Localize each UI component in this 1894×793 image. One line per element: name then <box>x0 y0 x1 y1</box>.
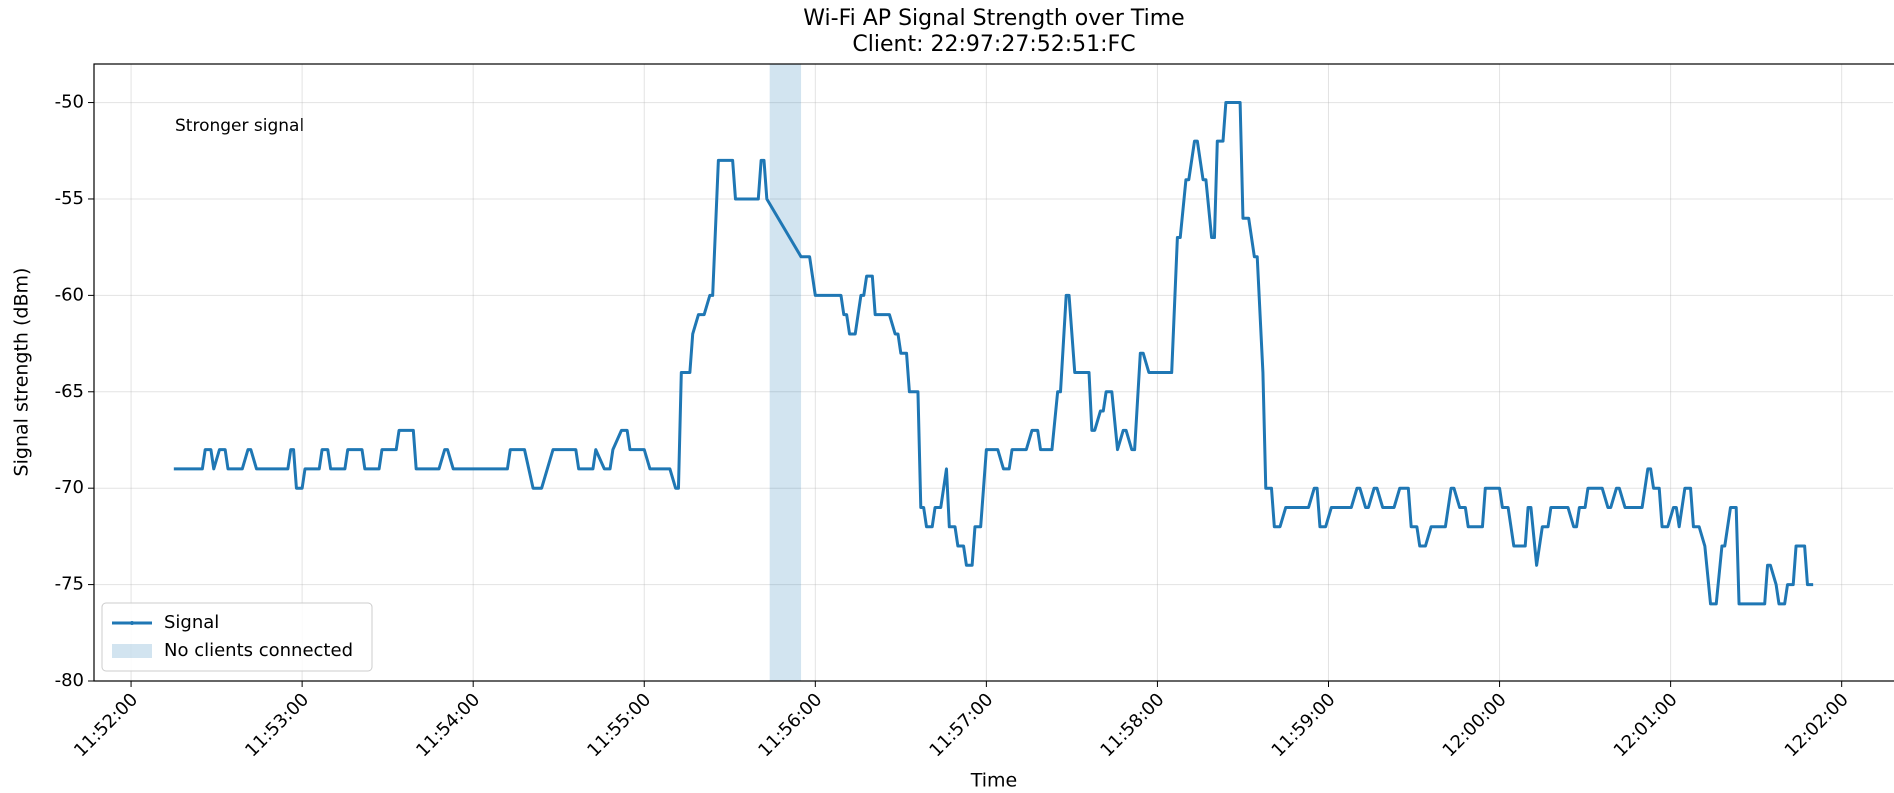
signal-line <box>173 101 1814 606</box>
y-tick-label: -80 <box>55 670 84 691</box>
x-tick-label: 11:54:00 <box>412 689 484 761</box>
legend: Signal No clients connected <box>101 602 373 672</box>
x-tick-label: 11:59:00 <box>1268 689 1340 761</box>
y-tick-label: -70 <box>55 477 84 498</box>
no-clients-span <box>769 64 802 681</box>
x-tick-label: 11:55:00 <box>583 689 655 761</box>
legend-label: Signal <box>164 612 219 633</box>
legend-swatch <box>112 644 152 658</box>
chart-title: Wi-Fi AP Signal Strength over Time <box>803 6 1184 31</box>
x-tick-label: 11:58:00 <box>1096 689 1168 761</box>
y-tick-label: -60 <box>55 284 84 305</box>
plot-frame <box>93 63 1894 682</box>
y-tick-label: -65 <box>55 381 84 402</box>
annotation: Stronger signal <box>175 116 304 136</box>
x-tick-label: 12:00:00 <box>1439 689 1511 761</box>
x-tick-label: 12:01:00 <box>1610 689 1682 761</box>
x-tick-label: 11:52:00 <box>70 689 142 761</box>
x-tick-label: 11:53:00 <box>241 689 313 761</box>
y-tick-label: -50 <box>55 92 84 113</box>
chart-subtitle: Client: 22:97:27:52:51:FC <box>852 32 1135 57</box>
x-tick-label: 11:56:00 <box>754 689 826 761</box>
legend-marker <box>130 621 134 625</box>
x-tick-label: 12:02:00 <box>1781 689 1853 761</box>
y-tick-label: -75 <box>55 574 84 595</box>
x-tick-label: 11:57:00 <box>925 689 997 761</box>
grid <box>94 64 1893 682</box>
y-tick-label: -55 <box>55 188 84 209</box>
legend-box <box>101 602 373 672</box>
y-axis-label: Signal strength (dBm) <box>11 268 33 477</box>
legend-label: No clients connected <box>164 640 353 661</box>
x-axis-label: Time <box>970 770 1018 792</box>
